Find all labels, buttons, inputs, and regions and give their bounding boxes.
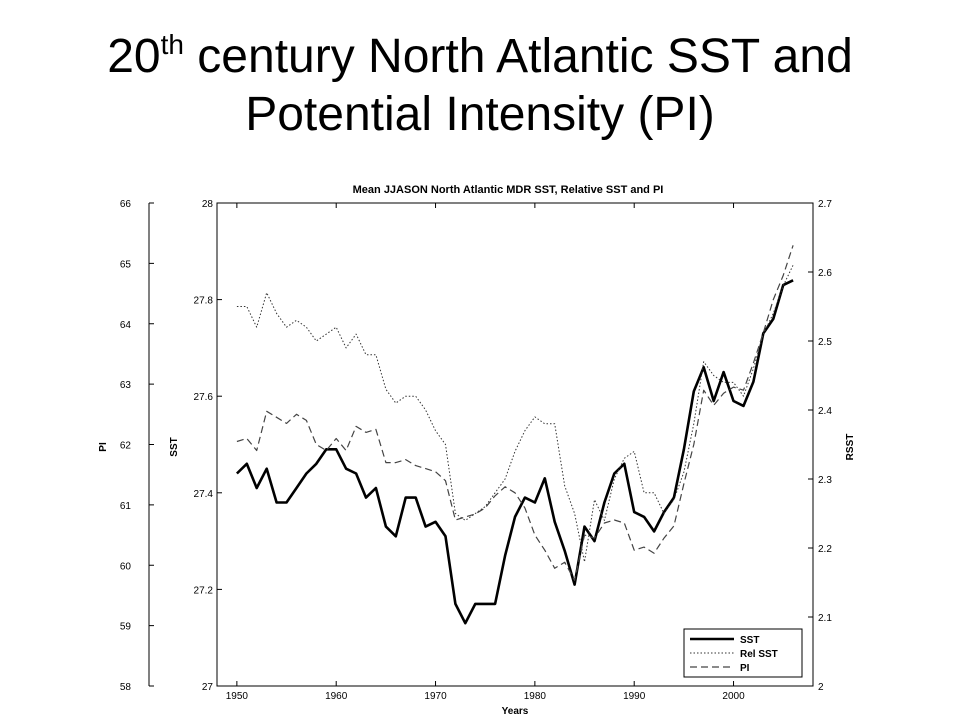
x-tick-label: 1950 <box>226 691 249 702</box>
sst-tick-label: 27 <box>202 682 214 693</box>
legend-box <box>683 628 803 678</box>
slide-title-line1: 20th century North Atlantic SST and <box>0 28 960 86</box>
pi-axis-label: PI <box>98 442 109 452</box>
chart-title: Mean JJASON North Atlantic MDR SST, Rela… <box>353 184 664 196</box>
legend-label: SST <box>740 635 759 646</box>
slide-title-line2: Potential Intensity (PI) <box>245 88 715 141</box>
plot-frame <box>216 202 814 687</box>
pi-tick-label: 66 <box>120 199 132 210</box>
sst-axis-label: SST <box>169 437 180 456</box>
rsst-axis-label: RSST <box>845 434 856 461</box>
rsst-tick-label: 2.5 <box>818 337 832 348</box>
rsst-tick-label: 2 <box>818 682 824 693</box>
x-tick-label: 1960 <box>325 691 348 702</box>
pi-tick-label: 64 <box>120 320 132 331</box>
rsst-tick-label: 2.4 <box>818 406 832 417</box>
sst-tick-label: 27.4 <box>194 489 214 500</box>
pi-tick-label: 63 <box>120 380 132 391</box>
legend-label: PI <box>740 663 750 674</box>
rsst-tick-label: 2.1 <box>818 613 832 624</box>
pi-tick-label: 62 <box>120 441 132 452</box>
x-tick-label: 1990 <box>623 691 646 702</box>
pi-tick-label: 61 <box>120 501 132 512</box>
title-rest: century North Atlantic SST and <box>183 30 853 83</box>
rsst-tick-label: 2.3 <box>818 475 832 486</box>
x-tick-label: 2000 <box>722 691 745 702</box>
rsst-tick-label: 2.2 <box>818 544 832 555</box>
pi-tick-label: 65 <box>120 259 132 270</box>
legend-label: Rel SST <box>740 649 778 660</box>
series-line-rel-sst <box>236 264 794 563</box>
chart-axes: 1950 1960 1970 1980 1990 2000 Years 27 27.2 27.4 2… <box>98 199 856 717</box>
chart-series <box>235 245 794 625</box>
x-tick-label: 1980 <box>524 691 547 702</box>
pi-tick-label: 58 <box>120 682 132 693</box>
x-tick-label: 1970 <box>424 691 447 702</box>
pi-tick-label: 59 <box>120 622 132 633</box>
pi-tick-label: 60 <box>120 561 132 572</box>
x-axis-label: Years <box>502 706 529 717</box>
rsst-tick-label: 2.6 <box>818 268 832 279</box>
sst-tick-label: 27.2 <box>194 585 214 596</box>
chart-legend: SST Rel SST PI <box>683 628 803 678</box>
title-prefix: 20 <box>107 30 161 83</box>
rsst-tick-label: 2.7 <box>818 199 832 210</box>
sst-tick-label: 27.6 <box>194 392 214 403</box>
series-line-sst <box>235 279 794 625</box>
sst-tick-label: 28 <box>202 199 214 210</box>
series-line-pi <box>236 245 794 581</box>
sst-tick-label: 27.8 <box>194 296 214 307</box>
title-superscript: th <box>160 29 184 60</box>
slide-title: 20th century North Atlantic SST and Pote… <box>0 28 960 144</box>
